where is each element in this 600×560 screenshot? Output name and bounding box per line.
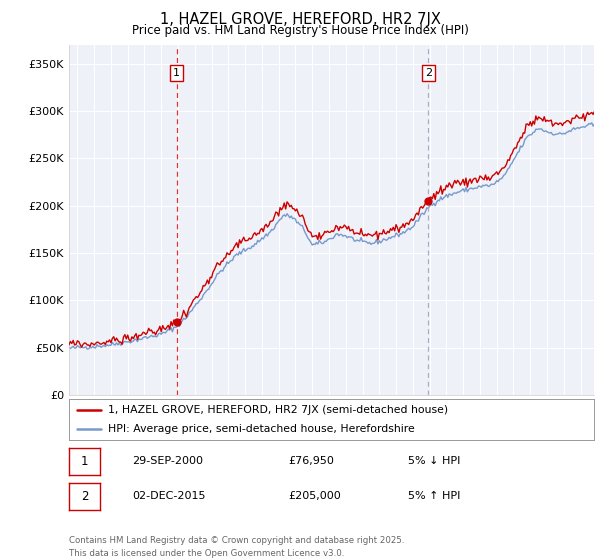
Text: 02-DEC-2015: 02-DEC-2015 — [132, 491, 205, 501]
Text: 2: 2 — [81, 489, 88, 503]
Text: Contains HM Land Registry data © Crown copyright and database right 2025.
This d: Contains HM Land Registry data © Crown c… — [69, 536, 404, 558]
Text: 5% ↓ HPI: 5% ↓ HPI — [408, 456, 460, 466]
Text: 1, HAZEL GROVE, HEREFORD, HR2 7JX: 1, HAZEL GROVE, HEREFORD, HR2 7JX — [160, 12, 440, 27]
Text: £76,950: £76,950 — [288, 456, 334, 466]
Text: 29-SEP-2000: 29-SEP-2000 — [132, 456, 203, 466]
Text: 1: 1 — [81, 455, 88, 468]
Text: HPI: Average price, semi-detached house, Herefordshire: HPI: Average price, semi-detached house,… — [109, 424, 415, 433]
Text: 5% ↑ HPI: 5% ↑ HPI — [408, 491, 460, 501]
Text: 2: 2 — [425, 68, 432, 78]
Text: £205,000: £205,000 — [288, 491, 341, 501]
Text: 1: 1 — [173, 68, 180, 78]
Text: Price paid vs. HM Land Registry's House Price Index (HPI): Price paid vs. HM Land Registry's House … — [131, 24, 469, 37]
Text: 1, HAZEL GROVE, HEREFORD, HR2 7JX (semi-detached house): 1, HAZEL GROVE, HEREFORD, HR2 7JX (semi-… — [109, 405, 449, 415]
